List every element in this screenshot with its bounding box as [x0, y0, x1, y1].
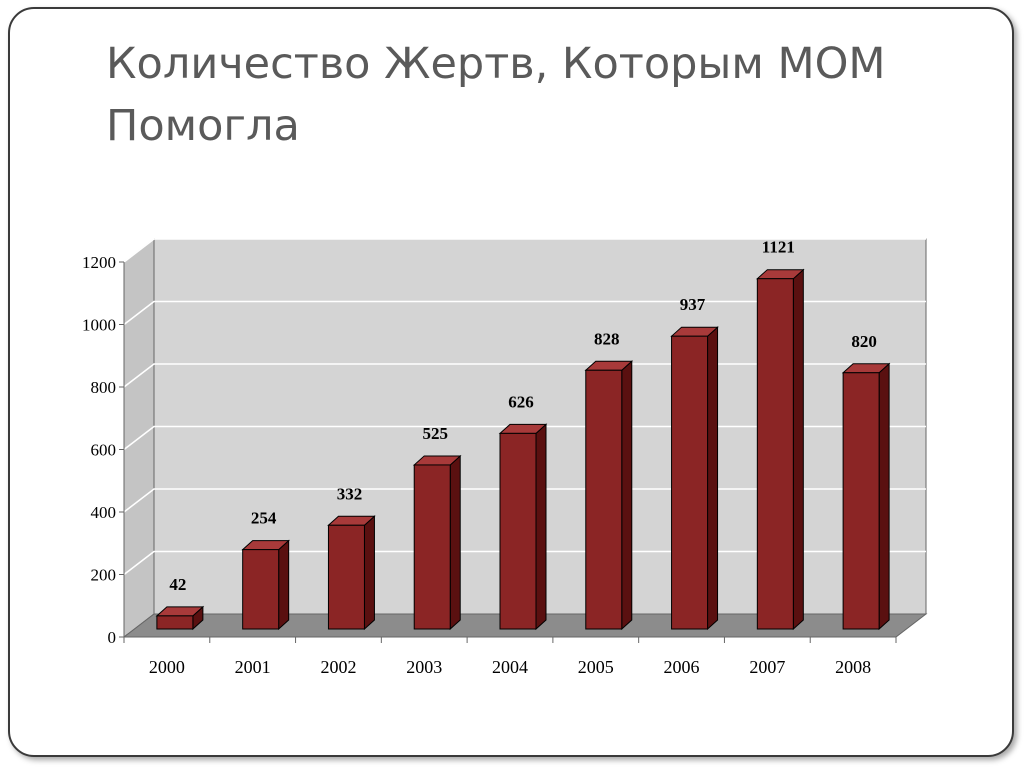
gridline [123, 550, 926, 576]
bar-2002 [327, 515, 376, 631]
bar-front [242, 549, 280, 630]
bar-2001 [241, 539, 290, 631]
y-tick-label: 400 [91, 503, 117, 522]
gridline [123, 300, 926, 326]
bar-2005 [584, 360, 634, 631]
data-label: 1121 [762, 238, 795, 257]
bar-side [878, 362, 890, 631]
x-tick-label: 2004 [492, 657, 528, 677]
data-labels: 42 254 332 525 626 828 937 1121 820 [169, 238, 876, 594]
bar-front [156, 615, 194, 630]
gridline [123, 363, 926, 388]
x-tick-label: 2005 [578, 657, 614, 677]
y-tick-label: 1200 [82, 253, 116, 272]
bar-front [671, 335, 709, 630]
bar-2006 [670, 326, 719, 631]
bar-2008 [841, 362, 891, 631]
x-tick-label: 2006 [664, 657, 700, 677]
bar-front [327, 524, 365, 630]
data-label: 828 [594, 329, 620, 348]
bar-side [278, 539, 290, 631]
y-axis: 0 200 400 600 800 1000 1200 [82, 253, 125, 647]
chart-bars [155, 268, 891, 631]
y-tick-label: 1000 [82, 316, 116, 335]
bar-2007 [756, 268, 805, 631]
x-tick-label: 2001 [235, 657, 271, 677]
bar-front [413, 464, 451, 630]
bar-front [842, 372, 880, 630]
x-tick-label: 2003 [406, 657, 442, 677]
bar-2000 [155, 605, 205, 631]
data-label: 626 [508, 392, 534, 411]
data-label: 937 [680, 295, 706, 314]
x-tick-label: 2002 [320, 657, 356, 677]
data-label: 254 [251, 509, 277, 528]
bar-side [535, 423, 547, 631]
bar-front [756, 278, 794, 630]
bar-front [585, 369, 623, 630]
gridline [123, 425, 926, 451]
x-axis: 2000 2001 2002 2003 2004 2005 2006 2007 2008 [123, 636, 897, 677]
data-label: 42 [169, 575, 186, 594]
bar-2004 [498, 423, 548, 631]
bar-side [363, 515, 375, 631]
bar-side [449, 454, 461, 631]
x-tick-label: 2000 [149, 657, 185, 677]
y-tick-label: 200 [91, 566, 117, 585]
gridline [123, 238, 926, 263]
y-tick-label: 600 [91, 441, 117, 460]
data-label: 332 [337, 484, 363, 503]
x-tick-label: 2007 [749, 657, 785, 677]
y-tick-label: 800 [91, 378, 117, 397]
bar-side [792, 268, 804, 631]
bar-2003 [412, 454, 462, 631]
data-label: 525 [422, 424, 448, 443]
bar-side [707, 326, 719, 631]
gridline [123, 488, 926, 513]
slide-title: Количество Жертв, Которым МОМ Помогла [106, 39, 886, 151]
data-label: 820 [851, 332, 877, 351]
bar-front [499, 432, 537, 630]
y-tick-label: 0 [108, 628, 117, 647]
x-tick-label: 2008 [835, 657, 871, 677]
bar-side [621, 360, 633, 631]
chart-gridlines [123, 238, 926, 576]
